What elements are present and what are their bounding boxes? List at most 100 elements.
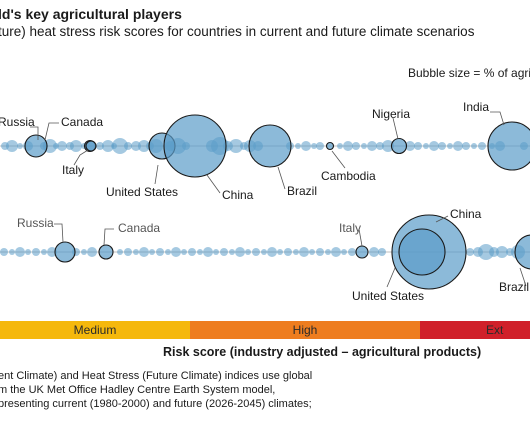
bubble-future-36 [325, 249, 331, 255]
bubble-future-21 [203, 247, 213, 257]
bubble-future-42 [466, 248, 474, 256]
bubble-future-14 [149, 249, 155, 255]
bubble-current-34 [316, 142, 324, 150]
risk-band-medium: Medium [0, 321, 190, 339]
label-china-current: China [222, 188, 254, 202]
bubble-future-30 [277, 249, 283, 255]
bubble-current-40 [376, 142, 384, 150]
bubble-future-31 [284, 248, 292, 256]
bubble-future-25 [235, 247, 245, 257]
bubble-current-42 [405, 141, 415, 151]
bubble-current-50 [471, 143, 477, 149]
bubble-future-16 [165, 249, 171, 255]
bubble-brazil-current[interactable] [248, 124, 292, 168]
bubble-future-15 [156, 248, 164, 256]
bubble-current-14 [112, 138, 128, 154]
bubble-china-current[interactable] [163, 114, 227, 178]
bubble-current-44 [423, 143, 429, 149]
label-italy-future: Italy [339, 221, 361, 235]
bubble-size-legend: Bubble size = % of agricu [408, 66, 530, 80]
bubble-future-8 [81, 249, 87, 255]
bubble-future-24 [229, 249, 235, 255]
bubble-future-23 [220, 248, 228, 256]
bubble-future-17 [171, 247, 181, 257]
bubble-future-35 [316, 248, 324, 256]
bubble-future-22 [213, 249, 219, 255]
leader-brazil-current [277, 166, 286, 190]
leader-cambodia-current [331, 150, 346, 169]
footnote-line-2: m the UK Met Office Hadley Centre Earth … [0, 384, 276, 396]
bubble-current-45 [429, 141, 439, 151]
bubble-future-0 [0, 248, 8, 256]
bubble-future-45 [489, 247, 499, 257]
bubble-future-33 [299, 247, 309, 257]
bubble-current-36 [343, 141, 353, 151]
bubble-future-2 [15, 247, 25, 257]
bubble-current-47 [447, 143, 453, 149]
bubble-future-9 [87, 247, 97, 257]
bubble-current-39 [367, 141, 377, 151]
bubble-italy-future[interactable] [355, 245, 369, 259]
leader-china-future [435, 215, 449, 223]
bubble-russia-future[interactable] [54, 241, 76, 263]
bubble-future-19 [188, 248, 196, 256]
bubble-current-48 [453, 141, 463, 151]
bubble-future-44 [478, 244, 494, 260]
leader-italy-future [358, 228, 363, 247]
label-russia-future: Russia [17, 216, 54, 230]
leader-canada-current [44, 122, 59, 141]
leader-brazil-future [519, 267, 527, 287]
label-canada-current: Canada [61, 115, 103, 129]
bubble-future-4 [32, 248, 40, 256]
bubble-united-states-future[interactable] [398, 228, 446, 276]
bubble-current-37 [352, 142, 360, 150]
leader-russia-future [54, 223, 64, 243]
label-nigeria-current: Nigeria [372, 107, 410, 121]
leader-china-current [206, 174, 221, 194]
bubble-india-current[interactable] [487, 121, 530, 171]
bubble-future-32 [293, 249, 299, 255]
x-axis-title: Risk score (industry adjusted – agricult… [163, 345, 482, 359]
bubble-current-16 [131, 141, 141, 151]
bubble-current-9 [70, 140, 82, 152]
chart-subtitle: ture) heat stress risk scores for countr… [0, 24, 475, 39]
label-cambodia-current: Cambodia [321, 169, 376, 183]
bubble-future-29 [267, 247, 277, 257]
bubble-current-2 [17, 143, 23, 149]
bubble-future-37 [331, 247, 341, 257]
bubble-nigeria-current[interactable] [390, 137, 408, 155]
bubble-future-11 [124, 248, 132, 256]
label-china-future: China [450, 207, 482, 221]
bubble-italy-current[interactable] [85, 140, 97, 152]
bubble-future-6 [47, 247, 57, 257]
chart-title: ld's key agricultural players [0, 6, 182, 22]
bubble-current-41 [382, 140, 394, 152]
bubble-future-27 [252, 248, 260, 256]
footnote-line-3: presenting current (1980-2000) and futur… [0, 398, 312, 410]
label-brazil-current: Brazil [287, 184, 317, 198]
leader-italy-current [73, 149, 89, 166]
leader-india-current [490, 111, 505, 126]
bubble-current-38 [361, 143, 367, 149]
label-russia-current: Russia [0, 115, 35, 129]
bubble-current-46 [438, 142, 446, 150]
leader-nigeria-current [392, 117, 399, 140]
bubble-russia-current[interactable] [24, 134, 48, 158]
bubble-canada-future[interactable] [98, 244, 114, 260]
leader-us-current [154, 164, 159, 185]
bubble-brazil-future[interactable] [514, 234, 530, 270]
bubble-future-18 [181, 249, 187, 255]
bubble-current-49 [462, 142, 470, 150]
bubble-current-31 [295, 143, 301, 149]
bubble-future-20 [197, 249, 203, 255]
leader-us-future [386, 267, 396, 288]
bubble-current-17 [138, 140, 150, 152]
bubble-current-1 [6, 140, 18, 152]
bubble-future-28 [261, 249, 267, 255]
label-us-current: United States [106, 185, 178, 199]
label-us-future: United States [352, 289, 424, 303]
bubble-current-26 [229, 139, 243, 153]
bubble-future-5 [41, 249, 47, 255]
bubble-cambodia-current[interactable] [325, 141, 335, 151]
bubble-chart: Russia Canada Italy United States China … [0, 100, 530, 303]
